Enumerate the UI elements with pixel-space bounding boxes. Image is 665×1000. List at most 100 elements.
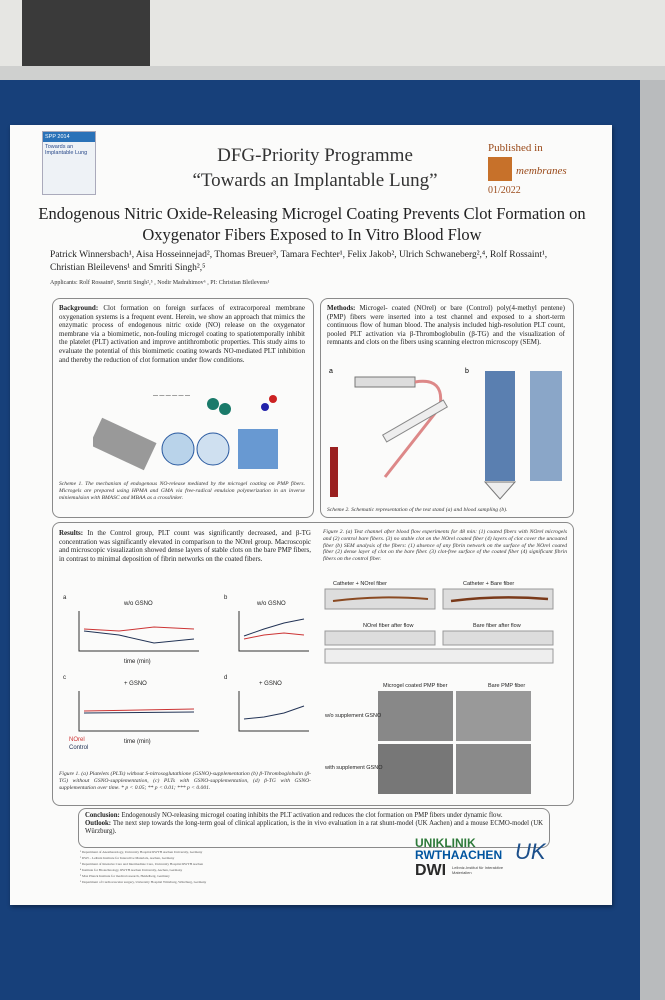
affiliation: ³ Department of Intensive Care and Inter… bbox=[80, 862, 204, 866]
scheme-2-caption: Scheme 2. Schematic representation of th… bbox=[327, 507, 508, 513]
logo-text: RWTHAACHEN bbox=[415, 848, 503, 862]
chart-title: w/o GSNO bbox=[123, 601, 153, 607]
affiliation: ⁴ Institute for Biotechnology, RWTH Aach… bbox=[80, 868, 183, 872]
curve bbox=[243, 705, 305, 720]
paragraph: Microgel- coated (NOrel) or bare (Contro… bbox=[327, 304, 565, 347]
panel-label: d bbox=[224, 675, 227, 681]
sampling-column bbox=[530, 371, 562, 481]
figure-1-caption: Figure 1. (a) Platelets (PLTs) without S… bbox=[59, 771, 311, 791]
legend-entry: Catheter + Bare fiber bbox=[463, 581, 514, 587]
photo bbox=[324, 588, 436, 610]
microgel bbox=[161, 432, 195, 466]
row-label: with supplement GSNO bbox=[324, 765, 383, 771]
affiliation: ⁶ Department of Cardiovascular surgery, … bbox=[80, 880, 207, 884]
background-box: Background: Clot formation on foreign su… bbox=[52, 298, 314, 518]
chem-structure: — — — — — — bbox=[153, 393, 190, 399]
scheme-1-caption: Scheme 1. The mechanism of endogenous NO… bbox=[59, 481, 305, 501]
curve bbox=[83, 711, 195, 714]
panel-label: a bbox=[329, 368, 333, 375]
test-channel bbox=[382, 399, 448, 443]
chart-title: + GSNO bbox=[259, 681, 282, 687]
chart-title: w/o GSNO bbox=[256, 601, 286, 607]
results-box: Results: In the Control group, PLT count… bbox=[52, 522, 574, 806]
panel-title: Bare fiber after flow bbox=[473, 623, 521, 629]
axis-label: time (min) bbox=[124, 659, 151, 665]
panel-title: Bare PMP fiber bbox=[488, 683, 525, 689]
paragraph: The next step towards the long-term goal… bbox=[85, 820, 544, 835]
row-label: w/o supplement GSNO bbox=[324, 713, 382, 719]
sampling-column bbox=[485, 371, 515, 481]
conclusion-text: Conclusion: Endogenously NO-releasing mi… bbox=[85, 812, 543, 836]
legend-entry: Control bbox=[69, 745, 88, 751]
chart-title: + GSNO bbox=[124, 681, 147, 687]
paragraph: Clot formation on foreign surfaces of ex… bbox=[59, 304, 305, 364]
board-frame bbox=[640, 80, 665, 1000]
panel-title: NOrel fiber after flow bbox=[363, 623, 413, 629]
journal: membranes bbox=[516, 165, 567, 177]
photo bbox=[442, 588, 554, 610]
coating bbox=[238, 429, 278, 469]
sem-image bbox=[378, 691, 453, 741]
axis-label: time (min) bbox=[124, 739, 151, 745]
arrow bbox=[483, 481, 517, 500]
title: Endogenous Nitric Oxide-Releasing Microg… bbox=[38, 204, 586, 244]
results-text: Results: In the Control group, PLT count… bbox=[59, 529, 311, 563]
published: Published in bbox=[488, 142, 543, 154]
fiber bbox=[332, 596, 429, 602]
conclusion-box: Conclusion: Endogenously NO-releasing mi… bbox=[78, 808, 550, 848]
panel-label: a bbox=[63, 595, 67, 601]
paragraph: In the Control group, PLT count was sign… bbox=[59, 529, 311, 563]
poster: SPP 2014 Towards an Implantable Lung DFG… bbox=[10, 125, 612, 905]
logo-name: Towards an Implantable Lung bbox=[45, 144, 88, 156]
heading: Outlook: bbox=[85, 820, 112, 827]
affiliation: ⁵ Max Planck Institute for medical resea… bbox=[80, 874, 170, 878]
paragraph: Endogenously NO-releasing microgel coati… bbox=[121, 812, 503, 819]
programme: DFG-Priority Programme bbox=[217, 145, 413, 166]
heading: Results: bbox=[59, 529, 84, 537]
heading: Methods: bbox=[327, 304, 356, 312]
window bbox=[22, 0, 150, 66]
methods-text: Methods: Microgel- coated (NOrel) or bar… bbox=[327, 304, 565, 347]
dwi-name: Leibniz-Institut für Interaktive Materia… bbox=[452, 865, 504, 875]
sem-image bbox=[378, 744, 453, 794]
panel-label: b bbox=[224, 595, 228, 601]
heading: Conclusion: bbox=[85, 812, 120, 819]
fiber-illustration bbox=[93, 417, 157, 471]
microgel bbox=[196, 432, 230, 466]
logo-text: UNIKLINIK bbox=[415, 836, 476, 850]
authors: Patrick Winnersbach¹, Aisa Hosseinnejad²… bbox=[50, 250, 548, 273]
panel-label: c bbox=[63, 675, 66, 681]
background-text: Background: Clot formation on foreign su… bbox=[59, 304, 305, 364]
methods-box: Methods: Microgel- coated (NOrel) or bar… bbox=[320, 298, 574, 518]
enzyme bbox=[219, 403, 231, 415]
board-frame bbox=[0, 66, 665, 82]
curve bbox=[243, 618, 305, 637]
uniklinik-logo: UNIKLINIK RWTHAACHEN bbox=[415, 837, 502, 861]
axes bbox=[78, 611, 309, 732]
logo-code: SPP 2014 bbox=[43, 132, 95, 142]
affiliation: ² DWI – Leibniz Institute for Interactiv… bbox=[80, 856, 175, 860]
scheme-2: a b bbox=[329, 368, 562, 500]
legend-entry: NOrel bbox=[69, 737, 85, 743]
affiliation: ¹ Department of Anesthesiology, Universi… bbox=[80, 850, 203, 854]
ukw-logo: UK bbox=[515, 839, 546, 864]
affiliations: ¹ Department of Anesthesiology, Universi… bbox=[80, 849, 250, 885]
curve bbox=[243, 632, 305, 640]
heading: Background: bbox=[59, 304, 99, 312]
curve bbox=[83, 626, 195, 632]
curve bbox=[83, 708, 195, 712]
syringe bbox=[354, 376, 416, 388]
no-molecule bbox=[261, 403, 269, 411]
applicants: Applicants: Rolf Rossaint¹, Smriti Singh… bbox=[50, 280, 270, 286]
journal-icon bbox=[488, 157, 512, 181]
enzyme bbox=[207, 398, 219, 410]
scheme-1: — — — — — — bbox=[93, 393, 278, 471]
spp-logo: SPP 2014 Towards an Implantable Lung bbox=[42, 131, 96, 195]
blood-bag bbox=[330, 447, 338, 497]
panel-label: b bbox=[465, 368, 469, 375]
no-molecule bbox=[269, 395, 277, 403]
curve bbox=[83, 630, 195, 644]
photo bbox=[324, 648, 554, 664]
sem-image bbox=[456, 744, 531, 794]
